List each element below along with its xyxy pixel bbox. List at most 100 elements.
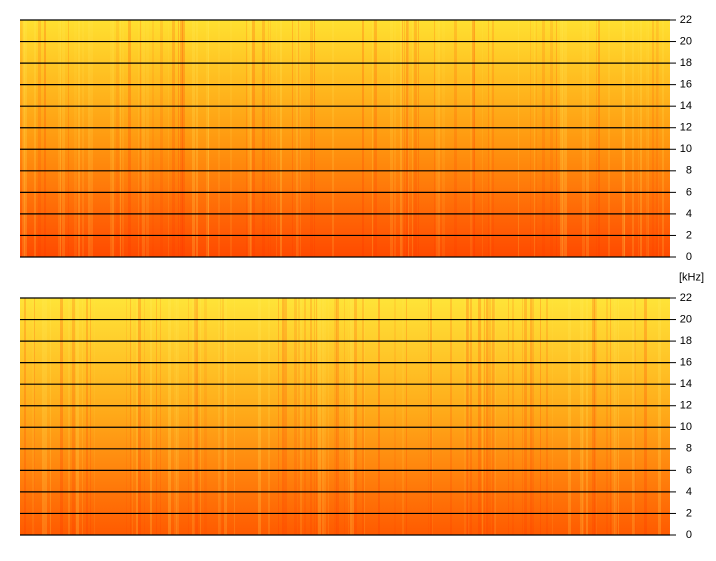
y-tick-label: 0 xyxy=(686,529,692,541)
texture xyxy=(144,298,145,535)
texture xyxy=(230,20,232,257)
texture xyxy=(224,298,226,535)
texture xyxy=(268,298,270,535)
texture xyxy=(608,20,610,257)
texture xyxy=(402,20,403,257)
texture xyxy=(128,20,131,257)
texture xyxy=(90,20,93,257)
texture xyxy=(218,20,220,257)
texture xyxy=(656,20,659,257)
y-tick-label: 6 xyxy=(686,186,692,198)
texture xyxy=(494,298,496,535)
texture xyxy=(314,298,315,535)
texture xyxy=(312,20,313,257)
texture xyxy=(22,20,25,257)
texture xyxy=(192,20,195,257)
texture xyxy=(582,20,585,257)
texture xyxy=(156,298,157,535)
texture xyxy=(582,298,584,535)
texture xyxy=(132,298,133,535)
texture xyxy=(614,298,617,535)
texture xyxy=(60,298,63,535)
texture xyxy=(610,298,611,535)
texture xyxy=(82,298,83,535)
texture xyxy=(530,20,531,257)
texture xyxy=(468,298,469,535)
texture xyxy=(482,298,483,535)
texture xyxy=(482,20,483,257)
texture xyxy=(618,298,619,535)
texture xyxy=(430,298,432,535)
y-tick-label: 14 xyxy=(680,378,692,390)
texture xyxy=(88,20,90,257)
texture xyxy=(252,20,255,257)
texture xyxy=(168,298,171,535)
texture xyxy=(168,20,169,257)
texture xyxy=(464,298,467,535)
texture xyxy=(24,298,26,535)
texture xyxy=(454,20,457,257)
y-tick-label: 0 xyxy=(686,251,692,263)
texture xyxy=(110,20,112,257)
texture xyxy=(60,20,61,257)
texture xyxy=(50,298,51,535)
texture xyxy=(486,298,488,535)
texture xyxy=(492,20,494,257)
texture xyxy=(62,20,65,257)
texture xyxy=(294,298,297,535)
texture xyxy=(418,20,419,257)
texture xyxy=(536,20,537,257)
texture xyxy=(192,298,195,535)
texture xyxy=(428,298,429,535)
texture xyxy=(408,20,409,257)
texture xyxy=(472,20,475,257)
texture xyxy=(136,298,138,535)
texture xyxy=(172,20,175,257)
y-tick-label: 12 xyxy=(680,400,692,412)
texture xyxy=(586,298,588,535)
texture xyxy=(324,298,326,535)
texture xyxy=(658,20,659,257)
texture xyxy=(394,20,396,257)
texture xyxy=(596,298,597,535)
texture xyxy=(552,298,553,535)
texture xyxy=(470,298,472,535)
y-tick-label: 2 xyxy=(686,507,692,519)
texture xyxy=(120,20,121,257)
texture xyxy=(20,20,23,257)
y-tick-label: 8 xyxy=(686,165,692,177)
texture xyxy=(194,298,196,535)
texture xyxy=(354,298,357,535)
texture xyxy=(246,20,247,257)
y-tick-label: 22 xyxy=(680,14,692,26)
texture xyxy=(138,298,141,535)
y-tick-label: 16 xyxy=(680,357,692,369)
texture xyxy=(532,298,534,535)
texture xyxy=(44,20,46,257)
texture xyxy=(412,20,413,257)
texture xyxy=(518,20,519,257)
texture xyxy=(606,298,608,535)
texture xyxy=(182,20,185,257)
texture xyxy=(278,298,279,535)
texture xyxy=(68,20,69,257)
texture xyxy=(362,298,364,535)
texture xyxy=(634,298,636,535)
texture xyxy=(304,298,306,535)
texture xyxy=(316,298,317,535)
texture xyxy=(318,298,321,535)
texture xyxy=(436,20,438,257)
texture xyxy=(586,20,589,257)
texture xyxy=(296,20,299,257)
texture xyxy=(292,20,293,257)
y-tick-label: 18 xyxy=(680,57,692,69)
texture xyxy=(344,298,345,535)
texture xyxy=(550,20,553,257)
y-tick-label: 2 xyxy=(686,229,692,241)
texture xyxy=(374,20,377,257)
texture xyxy=(336,298,339,535)
texture xyxy=(58,20,61,257)
texture xyxy=(434,20,435,257)
